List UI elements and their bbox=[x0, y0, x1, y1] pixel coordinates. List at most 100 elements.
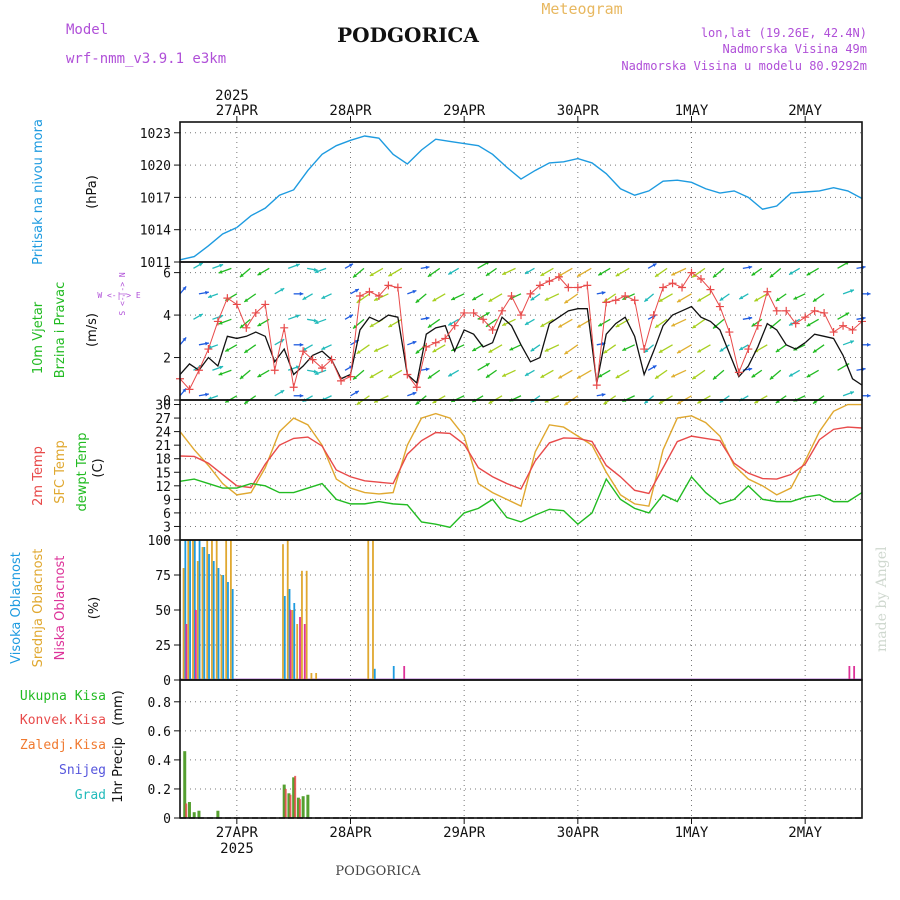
wind-arrow-head bbox=[850, 340, 854, 344]
wind-arrow bbox=[576, 267, 592, 278]
wind-arrow-head bbox=[739, 295, 744, 300]
model-label: Model bbox=[66, 22, 108, 38]
wind-gust-marker bbox=[441, 334, 450, 343]
wind-arrow bbox=[742, 316, 753, 321]
top-year-label: 2025 bbox=[215, 88, 249, 104]
wind-arrow-head bbox=[615, 374, 620, 379]
wind-arrow bbox=[485, 267, 497, 277]
wind-gust-marker bbox=[346, 372, 355, 381]
wind-gust-marker bbox=[810, 306, 819, 315]
cloud-high-bar bbox=[293, 603, 296, 680]
wind-arrow-head bbox=[812, 349, 817, 353]
cloud-mid-bar bbox=[215, 540, 218, 680]
wind-arrow-head bbox=[218, 371, 223, 376]
wind-arrow-head bbox=[485, 363, 490, 367]
cloud-mid-bar bbox=[296, 624, 299, 680]
wind-arrow bbox=[862, 342, 871, 347]
temperature-tick-label: 3 bbox=[163, 520, 171, 535]
wind-arrow bbox=[450, 395, 465, 403]
wind-arrow-head bbox=[655, 324, 660, 328]
wind-arrow-head bbox=[658, 349, 663, 353]
wind-gust-marker bbox=[564, 283, 573, 292]
wind-arrow bbox=[596, 392, 606, 397]
wind-arrow bbox=[407, 391, 417, 397]
pressure-tick-label: 1020 bbox=[140, 159, 171, 174]
watermark: made by Angel bbox=[874, 546, 890, 652]
cloud-mid-bar bbox=[305, 570, 308, 680]
wind-arrow bbox=[179, 336, 187, 346]
wind-arrow bbox=[697, 293, 711, 302]
wind-gust-marker bbox=[526, 289, 535, 298]
precip-total-bar bbox=[197, 810, 201, 818]
wind-arrow bbox=[812, 344, 825, 354]
wind-arrow-head bbox=[598, 271, 603, 276]
wind-arrow bbox=[509, 344, 522, 351]
wind-gust-marker bbox=[678, 283, 687, 292]
wind-arrow-head bbox=[356, 350, 361, 354]
wind-arrow-head bbox=[793, 296, 798, 300]
wind-arrow-head bbox=[208, 396, 212, 400]
wind-arrow-head bbox=[244, 349, 249, 353]
wind-arrow bbox=[719, 293, 730, 302]
wind-arrow-head bbox=[540, 374, 545, 378]
wind-arrow-head bbox=[374, 297, 379, 301]
wind-arrow-head bbox=[850, 289, 854, 293]
wind-arrow bbox=[314, 318, 327, 325]
wind-arrow bbox=[742, 265, 753, 270]
wind-arrow bbox=[842, 391, 855, 397]
wind-arrow-head bbox=[652, 365, 657, 369]
wind-arrow-head bbox=[867, 342, 871, 347]
wind-arrow bbox=[407, 289, 417, 295]
wind-arrow bbox=[738, 344, 749, 351]
wind-arrow-head bbox=[509, 346, 514, 351]
wind-arrow-head bbox=[615, 323, 620, 328]
wind-arrow bbox=[658, 293, 673, 303]
wind-arrow bbox=[224, 344, 238, 353]
wind-arrow bbox=[622, 395, 635, 403]
wind-arrow bbox=[622, 344, 635, 352]
wind-arrow bbox=[603, 344, 617, 354]
wind-gust-marker bbox=[299, 347, 308, 356]
wind-arrow-head bbox=[502, 373, 507, 377]
pressure-tick-label: 1014 bbox=[140, 224, 171, 239]
wind-arrow bbox=[314, 369, 327, 376]
wind-arrow bbox=[239, 267, 251, 278]
wind-arrow bbox=[293, 342, 304, 347]
wind-arrow bbox=[837, 312, 850, 320]
wind-gust-marker bbox=[583, 281, 592, 290]
wind-arrow-head bbox=[488, 349, 493, 353]
wind-arrow-head bbox=[697, 348, 702, 353]
precip-total-bar bbox=[301, 796, 305, 818]
wind-arrow-head bbox=[488, 298, 493, 302]
wind-arrow-head bbox=[564, 350, 569, 355]
wind-arrow bbox=[388, 267, 403, 277]
wind-arrow bbox=[447, 318, 460, 326]
cloud-mid-bar bbox=[286, 540, 289, 680]
wind-arrow-head bbox=[313, 369, 318, 374]
wind-arrow bbox=[524, 369, 535, 377]
wind-gust-marker bbox=[507, 291, 516, 300]
top-date-axis: 27APR 28APR 29APR 30APR 1MAY 2MAY bbox=[216, 103, 823, 122]
precip-label-hail: Grad bbox=[75, 788, 106, 803]
wind-arrow bbox=[350, 390, 360, 397]
cloud-mid-bar bbox=[220, 575, 223, 680]
wind-arrow-head bbox=[198, 313, 203, 318]
wind-arrow-head bbox=[748, 265, 753, 270]
wind-arrow bbox=[540, 267, 554, 277]
wind-arrow bbox=[224, 395, 238, 404]
cloud-low-bar bbox=[848, 666, 851, 680]
wind-arrow-head bbox=[313, 267, 318, 272]
page-title: PODGORICA bbox=[337, 23, 479, 47]
wind-arrow-head bbox=[415, 400, 420, 405]
wind-arrow-head bbox=[867, 393, 871, 398]
precip-total-bar bbox=[287, 793, 291, 818]
wind-arrow-head bbox=[485, 312, 490, 316]
wind-gust-marker bbox=[450, 321, 459, 330]
wind-arrow bbox=[388, 369, 403, 379]
wind-arrow bbox=[647, 262, 657, 269]
wind-arrow bbox=[793, 293, 806, 300]
wind-gust-marker bbox=[687, 268, 696, 277]
wind-arrow-head bbox=[239, 324, 244, 329]
precip-tick-label: 0.8 bbox=[148, 696, 171, 711]
wind-arrow-head bbox=[615, 272, 620, 277]
